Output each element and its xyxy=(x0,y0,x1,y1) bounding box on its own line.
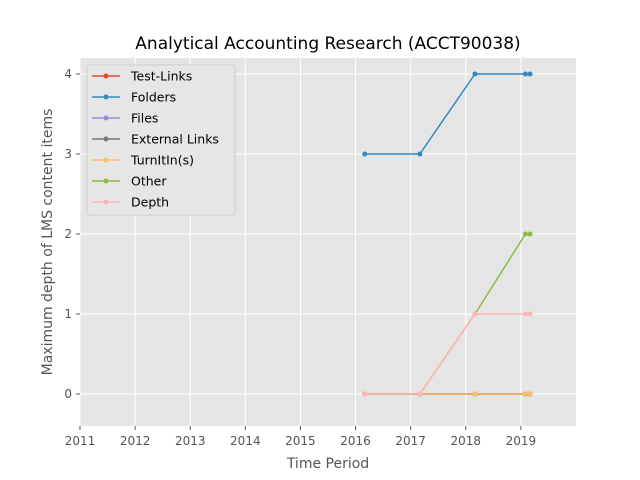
legend-label: Test-Links xyxy=(130,69,192,84)
y-tick-label: 3 xyxy=(64,147,72,161)
y-tick-label: 4 xyxy=(64,67,72,81)
y-tick-label: 0 xyxy=(64,387,72,401)
data-point xyxy=(417,151,423,157)
data-point xyxy=(527,71,533,77)
legend-label: TurnItIn(s) xyxy=(130,153,194,168)
legend: Test-Links Folders Files External Links Turn… xyxy=(86,64,236,216)
legend-swatch-marker xyxy=(103,94,109,100)
axis-ticks: 2011 2012 2013 2014 2015 2016 2017 2018 2019 0 1 2 3… xyxy=(64,67,536,448)
data-point xyxy=(472,391,478,397)
x-tick-label: 2013 xyxy=(175,434,206,448)
data-point xyxy=(527,311,533,317)
legend-label: External Links xyxy=(131,132,219,147)
data-point xyxy=(527,231,533,237)
data-point xyxy=(522,391,528,397)
legend-label: Depth xyxy=(131,195,169,210)
x-tick-label: 2016 xyxy=(340,434,371,448)
legend-swatch-marker xyxy=(103,199,109,205)
legend-swatch-marker xyxy=(103,178,109,184)
data-point xyxy=(522,71,528,77)
data-point xyxy=(527,391,533,397)
legend-swatch-marker xyxy=(103,73,109,79)
legend-swatch-marker xyxy=(103,115,109,121)
data-point xyxy=(362,391,368,397)
legend-label: Files xyxy=(131,111,158,126)
x-tick-label: 2014 xyxy=(230,434,261,448)
chart-title: Analytical Accounting Research (ACCT9003… xyxy=(135,34,520,54)
data-point xyxy=(522,231,528,237)
data-point xyxy=(472,71,478,77)
legend-frame xyxy=(86,64,236,216)
data-point xyxy=(522,311,528,317)
data-point xyxy=(417,391,423,397)
legend-label: Other xyxy=(131,174,167,189)
series-6 xyxy=(362,311,533,397)
data-point xyxy=(362,151,368,157)
data-point xyxy=(472,311,478,317)
x-tick-label: 2012 xyxy=(120,434,151,448)
y-tick-label: 2 xyxy=(64,227,72,241)
y-tick-label: 1 xyxy=(64,307,72,321)
legend-swatch-marker xyxy=(103,157,109,163)
x-axis-title: Time Period xyxy=(286,456,369,472)
x-tick-label: 2018 xyxy=(451,434,482,448)
x-tick-label: 2015 xyxy=(285,434,316,448)
x-tick-label: 2011 xyxy=(65,434,96,448)
legend-swatch-marker xyxy=(103,136,109,142)
series-lines xyxy=(362,71,533,397)
x-tick-label: 2017 xyxy=(395,434,426,448)
series-1 xyxy=(362,71,533,157)
legend-label: Folders xyxy=(131,90,176,105)
x-tick-label: 2019 xyxy=(506,434,537,448)
y-axis-title: Maximum depth of LMS content items xyxy=(40,109,56,376)
